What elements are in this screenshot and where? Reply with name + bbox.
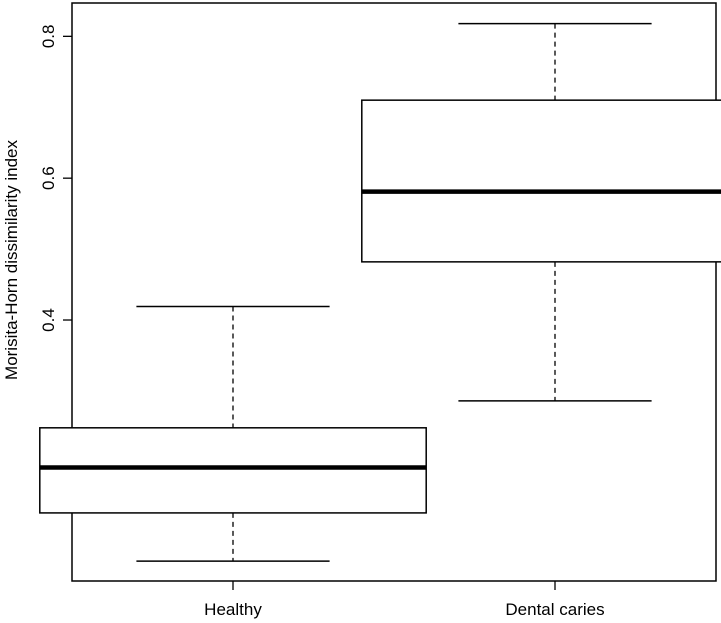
x-tick-label: Dental caries [505, 600, 604, 619]
y-tick-label: 0.6 [39, 166, 58, 190]
iqr-box [361, 99, 721, 263]
y-tick-label: 0.4 [39, 308, 58, 332]
y-axis-title: Morisita-Horn dissimilarity index [2, 140, 21, 380]
x-tick-label: Healthy [204, 600, 262, 619]
plot-frame [71, 2, 717, 582]
x-axis: Healthy Dental caries [204, 581, 605, 619]
iqr-box [39, 427, 427, 514]
boxes [39, 22, 721, 562]
box-group [39, 305, 427, 562]
box-group [361, 22, 721, 402]
y-axis: 0.20.40.60.8 [39, 25, 72, 474]
y-tick-label: 0.8 [39, 25, 58, 49]
